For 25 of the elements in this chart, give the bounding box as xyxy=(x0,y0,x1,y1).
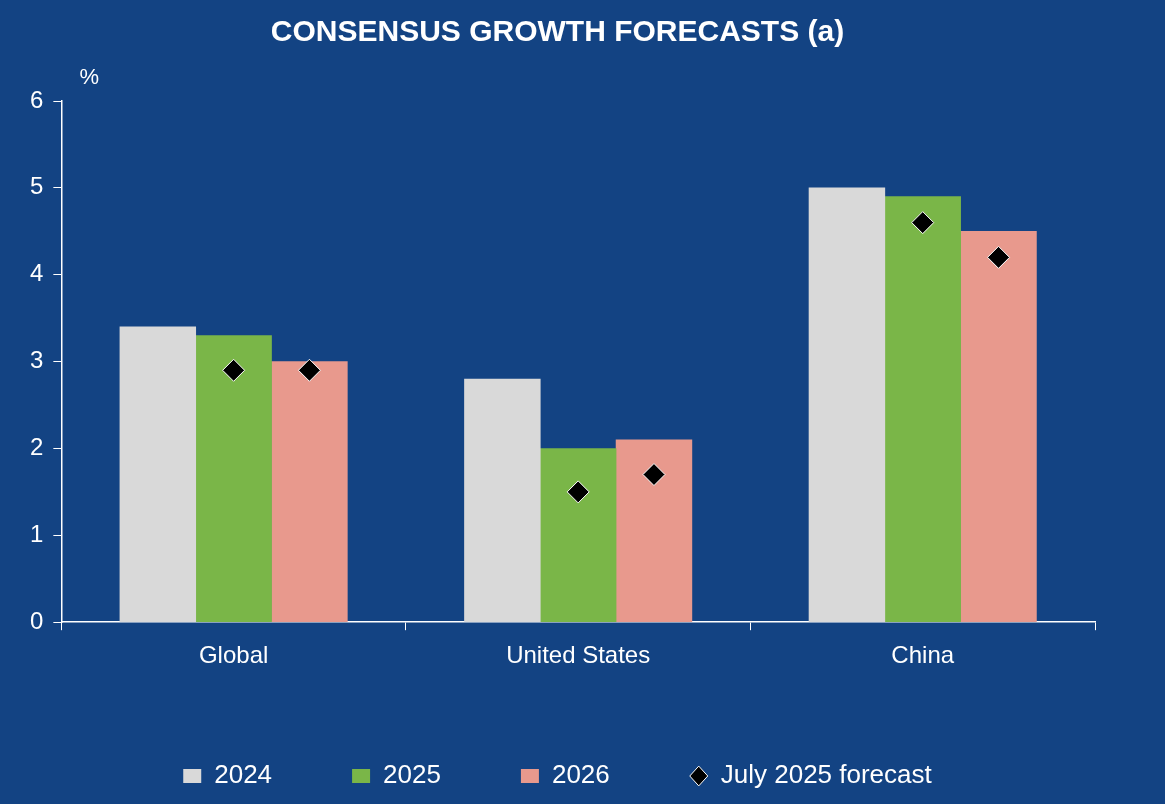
legend-label: July 2025 forecast xyxy=(720,759,933,790)
y-tick-label: 1 xyxy=(29,519,44,547)
x-tick-label: Global xyxy=(198,641,269,669)
bar xyxy=(960,230,1037,623)
chart-title: CONSENSUS GROWTH FORECASTS (a) xyxy=(270,14,845,48)
y-tick-label: 0 xyxy=(29,606,44,634)
bar xyxy=(119,326,197,623)
x-tick-label: United States xyxy=(506,641,651,669)
bar xyxy=(271,361,348,623)
legend-label: 2026 xyxy=(551,759,610,790)
legend-label: 2024 xyxy=(214,759,273,790)
y-tick-label: 5 xyxy=(29,172,44,200)
y-tick-label: 6 xyxy=(29,85,44,113)
y-tick-label: 4 xyxy=(29,259,44,287)
y-tick-label: 3 xyxy=(29,346,44,374)
bar xyxy=(539,448,617,623)
bar xyxy=(808,187,886,623)
bar xyxy=(195,335,272,623)
y-tick-label: 2 xyxy=(29,433,44,461)
bar xyxy=(615,439,693,623)
x-tick-label: China xyxy=(891,641,955,669)
bar xyxy=(884,196,961,623)
y-axis-title: % xyxy=(79,64,100,90)
bar xyxy=(464,378,541,623)
legend-label: 2025 xyxy=(383,759,441,790)
